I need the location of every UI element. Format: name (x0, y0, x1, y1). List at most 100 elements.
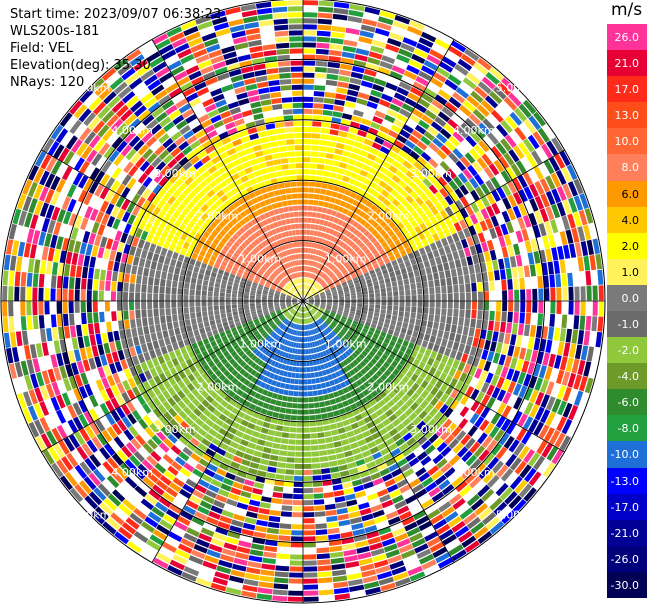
radar-gate (344, 555, 358, 563)
radar-gate (486, 239, 495, 251)
radar-gate (148, 378, 157, 388)
radar-gate (306, 229, 311, 235)
radar-gate (466, 516, 481, 530)
radar-gate (338, 75, 350, 83)
radar-gate (314, 314, 319, 319)
radar-gate (32, 273, 39, 288)
radar-gate (105, 387, 115, 400)
radar-gate (26, 315, 33, 330)
radar-gate (372, 477, 384, 486)
radar-gate (384, 114, 396, 124)
radar-gate (315, 347, 320, 353)
radar-gate (207, 291, 213, 297)
radar-gate (435, 426, 446, 437)
radar-gate (393, 291, 399, 297)
radar-gate (382, 233, 390, 241)
radar-gate (243, 578, 259, 587)
radar-gate (317, 250, 322, 256)
radar-gate (556, 186, 567, 201)
radar-gate (423, 364, 432, 373)
radar-gate (329, 379, 335, 386)
radar-gate (262, 296, 267, 300)
radar-gate (135, 345, 143, 355)
radar-gate (252, 316, 258, 320)
radar-gate (30, 373, 39, 389)
radar-gate (328, 281, 334, 286)
radar-gate (332, 484, 343, 491)
radar-gate (303, 290, 305, 295)
radar-gate (347, 318, 353, 323)
radar-gate (277, 419, 285, 426)
radar-gate (504, 491, 518, 505)
radar-gate (312, 384, 317, 390)
radar-gate (272, 325, 278, 330)
radar-gate (412, 176, 422, 186)
radar-gate (344, 307, 350, 311)
radar-gate (320, 305, 326, 308)
radar-gate (369, 446, 380, 455)
radar-gate (333, 391, 340, 398)
radar-gate (317, 24, 332, 31)
radar-gate (400, 267, 407, 275)
radar-gate (375, 386, 383, 394)
radar-gate (132, 386, 141, 397)
radar-gate (469, 441, 481, 454)
radar-gate (408, 59, 423, 70)
radar-gate (278, 535, 291, 542)
radar-gate (330, 346, 336, 353)
radar-gate (35, 371, 45, 387)
radar-gate (12, 208, 22, 225)
radar-gate (77, 336, 85, 349)
radar-gate (14, 271, 21, 287)
radar-gate (375, 422, 385, 431)
radar-gate (441, 484, 455, 496)
radar-gate (513, 278, 519, 290)
radar-gate (250, 345, 256, 352)
radar-gate (437, 263, 444, 272)
radar-gate (427, 465, 440, 476)
radar-gate (213, 296, 219, 301)
radar-gate (308, 193, 314, 199)
radar-gate (359, 507, 372, 516)
radar-gate (310, 287, 315, 292)
radar-gate (347, 572, 362, 581)
radar-gate (496, 402, 507, 415)
radar-gate (89, 408, 99, 422)
radar-gate (190, 437, 200, 447)
radar-gate (74, 483, 88, 499)
radar-gate (284, 333, 289, 339)
radar-gate (413, 48, 429, 59)
radar-gate (481, 435, 493, 449)
radar-gate (434, 191, 444, 202)
radar-gate (259, 458, 270, 466)
radar-gate (346, 320, 352, 325)
radar-gate (44, 288, 50, 301)
radar-gate (305, 291, 308, 296)
radar-gate (347, 505, 359, 513)
radar-gate (396, 399, 405, 408)
radar-gate (50, 288, 56, 301)
radar-gate (500, 223, 509, 236)
radar-gate (285, 463, 295, 469)
radar-gate (331, 191, 338, 198)
radar-gate (115, 467, 128, 480)
radar-gate (420, 380, 429, 389)
radar-gate (372, 403, 381, 412)
radar-gate (152, 407, 163, 419)
radar-gate (424, 245, 432, 254)
radar-gate (156, 524, 171, 536)
radar-gate (502, 197, 512, 210)
radar-gate (432, 360, 440, 369)
radar-gate (84, 425, 96, 439)
radar-gate (487, 474, 500, 488)
radar-gate (69, 313, 75, 326)
radar-gate (474, 503, 489, 516)
radar-gate (153, 557, 169, 569)
radar-gate (457, 230, 466, 241)
radar-gate (177, 515, 191, 526)
radar-gate (337, 427, 346, 434)
radar-gate (310, 248, 314, 254)
radar-gate (231, 407, 240, 415)
radar-gate (69, 277, 75, 289)
radar-gate (370, 121, 381, 130)
